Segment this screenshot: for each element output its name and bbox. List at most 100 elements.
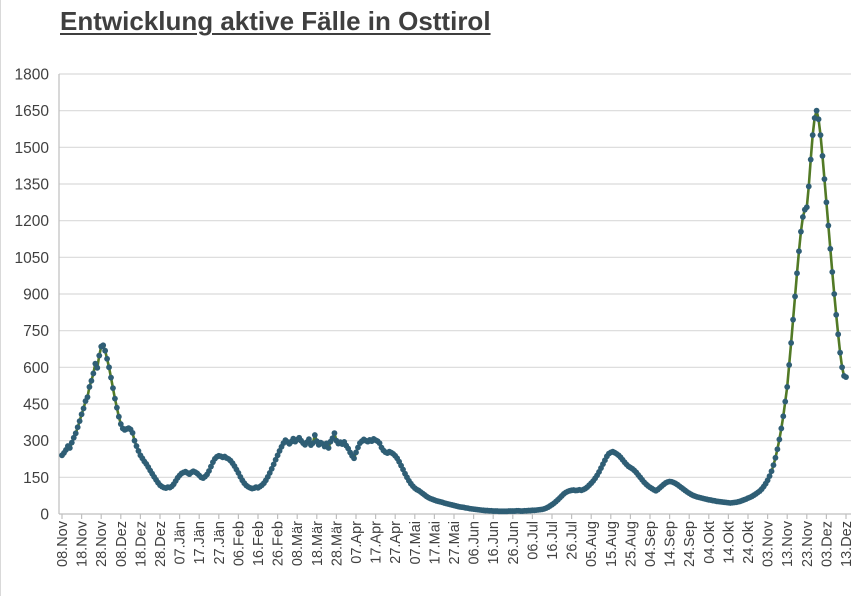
y-tick-label: 1500 [15, 140, 50, 157]
x-tick-label: 26.Feb [271, 521, 287, 566]
series-marker [813, 107, 820, 114]
x-tick-label: 05.Aug [584, 521, 600, 567]
series-marker [68, 439, 75, 446]
series-marker [135, 448, 142, 454]
series-marker [90, 370, 97, 377]
x-tick-label: 17.Apr [369, 521, 385, 564]
series-marker [208, 463, 214, 470]
series-marker [799, 214, 806, 220]
y-tick-label: 450 [23, 397, 49, 414]
series-line [60, 109, 848, 513]
x-axis-ticks [61, 514, 847, 519]
x-tick-label: 17.Jän [192, 521, 208, 565]
series-marker [807, 156, 814, 163]
series-marker [833, 311, 840, 318]
series-marker [108, 374, 114, 381]
series-marker [774, 446, 781, 453]
series-marker [353, 449, 359, 456]
series-marker [819, 152, 826, 159]
x-tick-label: 18.Dez [133, 521, 149, 567]
series-marker [331, 430, 338, 436]
series-marker [268, 465, 275, 472]
x-tick-label: 14.Okt [721, 521, 737, 564]
x-tick-label: 13.Dez [839, 521, 855, 567]
series-marker [102, 347, 109, 354]
series-marker [827, 245, 834, 252]
series-markers [59, 107, 849, 515]
x-tick-label: 06.Jun [467, 521, 483, 565]
x-tick-label: 16.Feb [251, 521, 267, 566]
y-tick-label: 750 [23, 323, 49, 340]
series-marker [355, 444, 361, 451]
gridlines [59, 73, 851, 478]
series-marker [100, 342, 107, 349]
series-marker [94, 364, 101, 371]
series-marker [376, 440, 383, 447]
series-marker [80, 405, 87, 412]
series-marker [778, 425, 785, 432]
x-tick-label: 16.Jun [486, 521, 502, 565]
x-tick-label: 17.Mai [427, 521, 443, 565]
series-marker [115, 413, 122, 420]
series-marker [70, 434, 77, 441]
x-tick-label: 26.Jun [506, 521, 522, 565]
series-marker [88, 377, 95, 384]
x-tick-label: 25.Aug [623, 521, 639, 567]
x-tick-label: 07.Mai [408, 521, 424, 565]
series-marker [825, 222, 832, 229]
series-marker [113, 404, 120, 411]
series-marker [84, 394, 91, 401]
series-marker [106, 364, 112, 371]
series-marker [133, 443, 140, 449]
series-marker [821, 176, 828, 183]
series-marker [766, 473, 773, 480]
chart-title: Entwicklung aktive Fälle in Osttirol [60, 6, 491, 36]
series-marker [96, 352, 103, 359]
series-marker [66, 445, 73, 451]
series-marker [770, 462, 777, 469]
x-tick-label: 23.Nov [800, 520, 816, 567]
x-tick-label: 03.Dez [819, 521, 835, 567]
x-tick-label: 27.Apr [388, 521, 404, 564]
series-marker [772, 454, 779, 461]
series-marker [112, 395, 118, 402]
series-marker [823, 199, 830, 206]
x-tick-label: 18.Nov [75, 520, 91, 567]
series-marker [782, 398, 789, 405]
series-marker [129, 429, 136, 436]
x-tick-label: 24.Sep [682, 521, 698, 567]
y-tick-label: 600 [23, 360, 49, 377]
x-tick-label: 14.Sep [663, 521, 679, 567]
series-marker [104, 355, 110, 362]
x-tick-label: 04.Sep [643, 521, 659, 567]
series-marker [784, 383, 791, 390]
x-tick-label: 18.Mär [310, 521, 326, 566]
series-marker [110, 385, 116, 392]
y-tick-label: 900 [23, 287, 49, 304]
x-tick-labels: 08.Nov 18.Nov 28.Nov 08.Dez 18.Dez 28.Dez 07.J… [55, 520, 855, 567]
x-tick-label: 27.Jän [212, 521, 228, 565]
series-marker [839, 364, 845, 371]
axes [58, 74, 851, 515]
series-marker [86, 383, 93, 390]
x-tick-label: 06.Jul [525, 521, 541, 560]
x-tick-label: 04.Okt [702, 521, 718, 564]
y-tick-label: 300 [23, 433, 49, 450]
series-marker [794, 270, 800, 277]
series-marker [351, 455, 357, 462]
series-marker [768, 468, 775, 475]
series-marker [325, 445, 332, 451]
series-marker [786, 361, 793, 368]
series-marker [311, 432, 318, 438]
x-tick-label: 07.Apr [349, 521, 365, 564]
series-marker [805, 183, 812, 190]
series-marker [776, 436, 783, 443]
x-tick-label: 03.Nov [761, 520, 777, 567]
series-marker [792, 293, 798, 300]
x-tick-label: 28.Mär [329, 521, 345, 566]
x-tick-label: 27.Mai [447, 521, 463, 565]
y-tick-labels: 0 150 300 450 600 750 900 1050 1200 1350 1500 1650 1… [15, 67, 50, 524]
y-tick-label: 1650 [15, 103, 50, 120]
